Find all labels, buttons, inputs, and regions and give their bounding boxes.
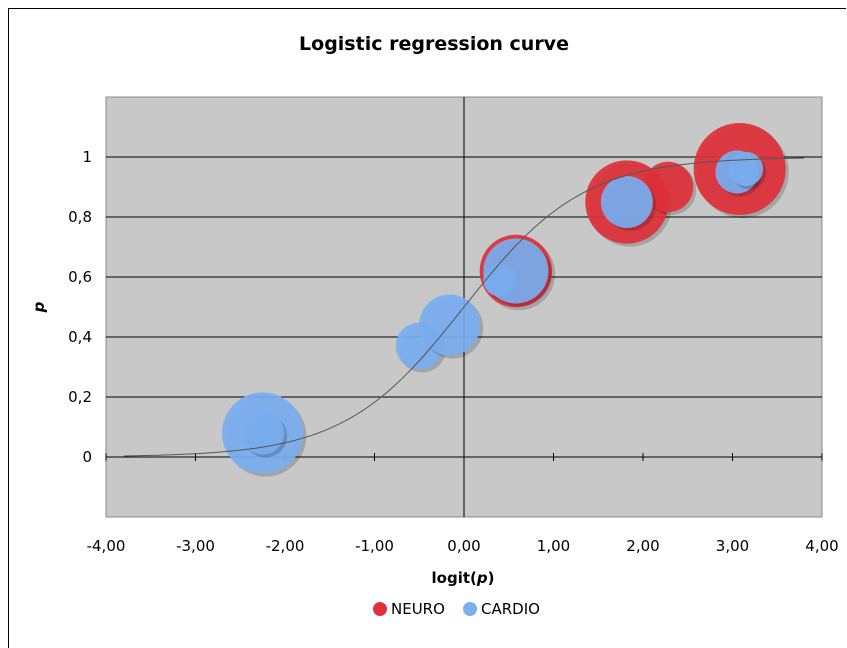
legend-neuro-marker bbox=[373, 602, 387, 616]
legend-cardio-label: CARDIO bbox=[481, 600, 540, 618]
x-tick-label: -2,00 bbox=[266, 537, 305, 555]
bubble-cardio bbox=[483, 238, 549, 304]
logistic-regression-chart: Logistic regression curve 0 0,2 0,4 0,6 0,8 1… bbox=[30, 33, 839, 618]
x-tick-label: 2,00 bbox=[626, 537, 659, 555]
y-axis-tick-labels: 0 0,2 0,4 0,6 0,8 1 bbox=[68, 148, 92, 466]
bubble-cardio bbox=[241, 411, 285, 455]
x-tick-label: 0,00 bbox=[447, 537, 480, 555]
bubbles bbox=[221, 123, 789, 477]
y-tick-label: 0,6 bbox=[68, 268, 92, 286]
legend: NEURO CARDIO bbox=[373, 600, 540, 618]
bubble-cardio bbox=[728, 151, 764, 187]
y-tick-label: 1 bbox=[82, 148, 92, 166]
x-tick-label: 1,00 bbox=[537, 537, 570, 555]
bubble-neuro bbox=[642, 161, 694, 213]
legend-cardio-marker bbox=[463, 602, 477, 616]
x-axis-tick-labels: -4,00 -3,00 -2,00 -1,00 0,00 1,00 2,00 3,00 4,00 bbox=[87, 537, 839, 555]
x-tick-label: 4,00 bbox=[805, 537, 838, 555]
x-tick-label: 3,00 bbox=[716, 537, 749, 555]
regression-curve bbox=[123, 157, 805, 457]
chart-title: Logistic regression curve bbox=[299, 33, 569, 55]
legend-neuro-label: NEURO bbox=[391, 600, 445, 618]
y-tick-label: 0,8 bbox=[68, 208, 92, 226]
y-tick-label: 0,4 bbox=[68, 328, 92, 346]
y-tick-label: 0,2 bbox=[68, 388, 92, 406]
bubble-cardio bbox=[600, 175, 653, 229]
x-tick-label: -4,00 bbox=[87, 537, 126, 555]
y-axis-title: p bbox=[30, 301, 48, 313]
x-axis-title: logit(p) bbox=[432, 569, 495, 587]
x-tick-label: -3,00 bbox=[176, 537, 215, 555]
chart-frame bbox=[8, 8, 846, 648]
y-tick-label: 0 bbox=[82, 448, 92, 466]
x-tick-label: -1,00 bbox=[355, 537, 394, 555]
